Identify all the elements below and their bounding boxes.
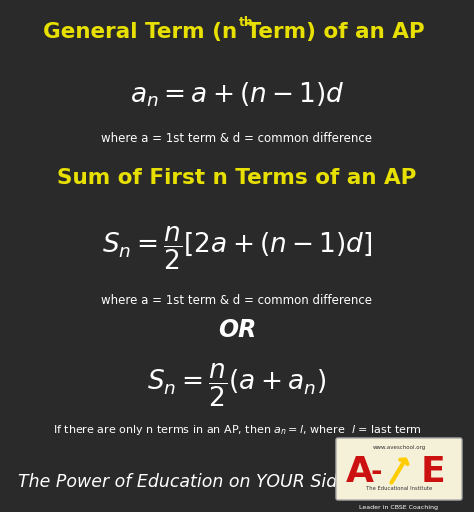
Text: General Term (n: General Term (n xyxy=(43,22,237,42)
Text: The Educational Institute: The Educational Institute xyxy=(366,486,432,492)
Text: th: th xyxy=(239,16,254,30)
Text: E: E xyxy=(420,455,446,489)
Text: If there are only n terms in an AP, then $a_n = l$, where  $l$ = last term: If there are only n terms in an AP, then… xyxy=(53,423,421,437)
Text: www.aveschool.org: www.aveschool.org xyxy=(373,444,426,450)
Text: -: - xyxy=(370,458,382,486)
Text: $a_n = a + (n - 1)d$: $a_n = a + (n - 1)d$ xyxy=(129,81,345,109)
Text: A: A xyxy=(346,455,374,489)
Text: The Power of Education on YOUR Side: The Power of Education on YOUR Side xyxy=(18,473,348,491)
Text: where a = 1st term & d = common difference: where a = 1st term & d = common differen… xyxy=(101,132,373,144)
Text: $S_n = \dfrac{n}{2}\left(a + a_n\right)$: $S_n = \dfrac{n}{2}\left(a + a_n\right)$ xyxy=(147,361,327,409)
FancyBboxPatch shape xyxy=(336,438,462,500)
Text: OR: OR xyxy=(218,318,256,342)
Text: Sum of First n Terms of an AP: Sum of First n Terms of an AP xyxy=(57,168,417,188)
Text: $S_n = \dfrac{n}{2}\left[2a + (n-1)d\right]$: $S_n = \dfrac{n}{2}\left[2a + (n-1)d\rig… xyxy=(102,224,372,272)
Text: Leader in CBSE Coaching: Leader in CBSE Coaching xyxy=(359,504,438,509)
Text: Term) of an AP: Term) of an AP xyxy=(239,22,425,42)
Text: where a = 1st term & d = common difference: where a = 1st term & d = common differen… xyxy=(101,293,373,307)
